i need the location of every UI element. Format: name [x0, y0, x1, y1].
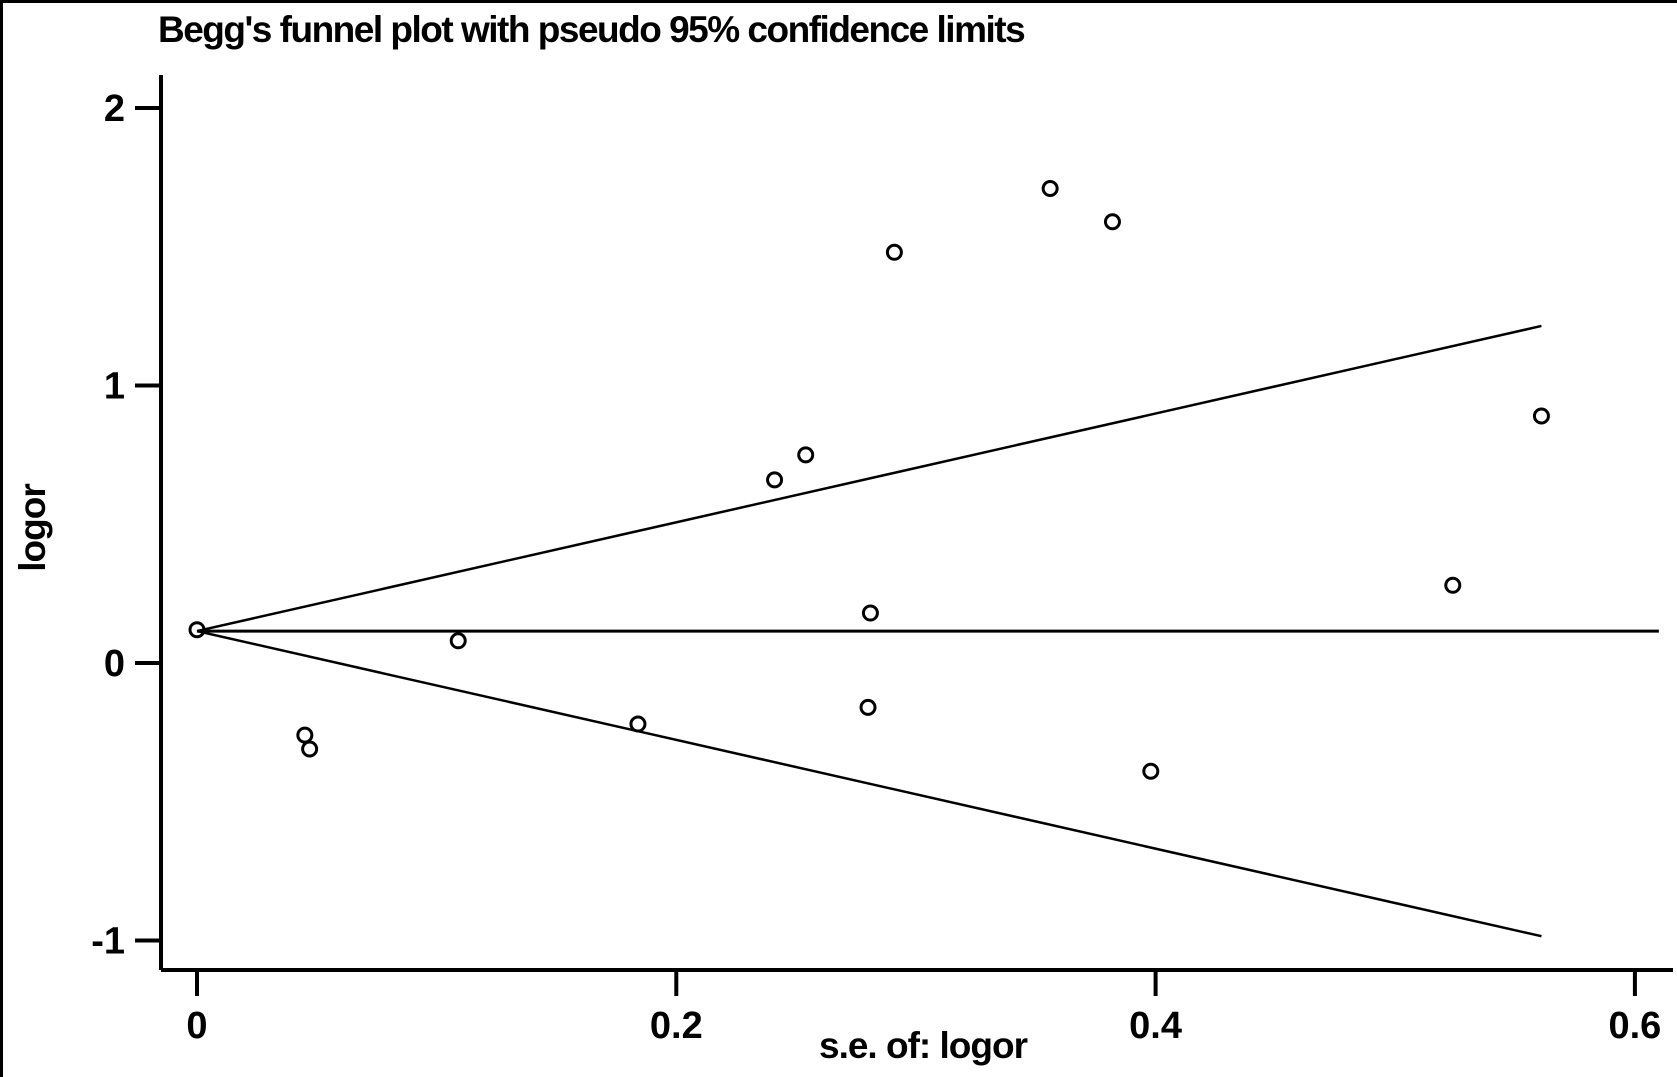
- data-point: [1444, 576, 1462, 594]
- data-point: [797, 446, 815, 464]
- x-tick-label: 0.6: [1608, 1005, 1661, 1047]
- x-tick-label: 0: [186, 1005, 207, 1047]
- plot-area: -1 0 1 2 0 0.2 0.4 0.6: [91, 75, 1673, 1047]
- x-tick-label: 0.2: [650, 1005, 703, 1047]
- data-point: [449, 632, 467, 650]
- data-point: [766, 471, 784, 489]
- y-tick-label: 1: [104, 366, 125, 408]
- x-axis-label: s.e. of: logor: [819, 1025, 1028, 1066]
- y-tick-label: 2: [104, 88, 125, 130]
- data-point: [1142, 762, 1160, 780]
- data-point: [885, 243, 903, 261]
- y-axis-label: logor: [12, 484, 53, 572]
- funnel-lower-limit-line: [196, 629, 1542, 938]
- data-point: [859, 698, 877, 716]
- y-tick-label: -1: [91, 921, 125, 963]
- data-point: [296, 726, 314, 744]
- data-point: [1532, 407, 1550, 425]
- funnel-upper-limit-line: [196, 324, 1542, 633]
- y-tick-label: 0: [104, 643, 125, 685]
- data-point: [629, 715, 647, 733]
- data-point: [301, 740, 319, 758]
- data-point: [1041, 179, 1059, 197]
- data-point: [1103, 213, 1121, 231]
- chart-title: Begg's funnel plot with pseudo 95% confi…: [158, 9, 1026, 50]
- x-tick-label: 0.4: [1129, 1005, 1182, 1047]
- data-point: [188, 621, 206, 639]
- data-point: [861, 604, 879, 622]
